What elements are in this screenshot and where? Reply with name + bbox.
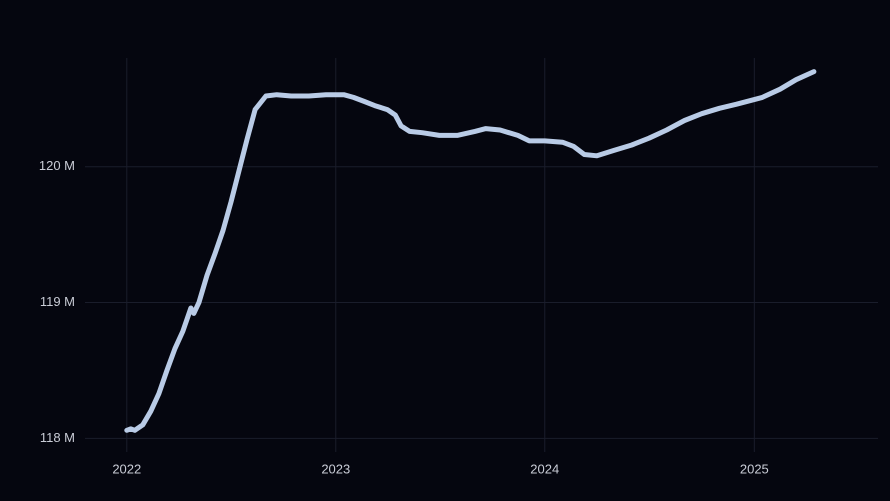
y-tick-label: 118 M xyxy=(40,430,75,445)
x-tick-label: 2023 xyxy=(321,462,350,477)
x-tick-label: 2022 xyxy=(112,462,141,477)
y-tick-label: 119 M xyxy=(40,294,75,309)
series-line xyxy=(124,69,817,433)
axis-labels: 2022 2023 2024 2025 118 M 119 M 120 M xyxy=(39,158,769,476)
y-tick-label: 120 M xyxy=(39,158,75,173)
gridlines xyxy=(85,58,878,452)
series-layer xyxy=(124,69,817,433)
x-tick-label: 2025 xyxy=(740,462,769,477)
x-tick-label: 2024 xyxy=(530,462,559,477)
